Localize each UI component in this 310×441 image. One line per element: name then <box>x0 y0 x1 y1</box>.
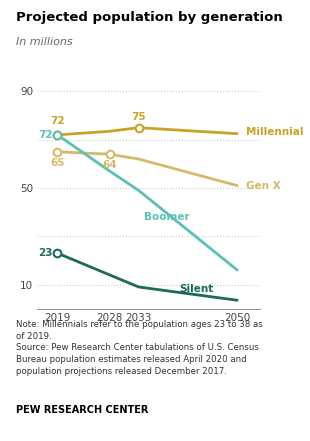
Text: Millennial: Millennial <box>246 127 303 138</box>
Text: 72: 72 <box>50 116 65 127</box>
Text: In millions: In millions <box>16 37 72 48</box>
Text: Gen X: Gen X <box>246 181 281 191</box>
Text: Note: Millennials refer to the population ages 23 to 38 as
of 2019.
Source: Pew : Note: Millennials refer to the populatio… <box>16 320 262 376</box>
Text: 65: 65 <box>50 158 65 168</box>
Text: Silent: Silent <box>179 284 214 295</box>
Text: 75: 75 <box>131 112 146 122</box>
Text: PEW RESEARCH CENTER: PEW RESEARCH CENTER <box>16 404 148 415</box>
Text: 23: 23 <box>38 248 53 258</box>
Text: 64: 64 <box>102 160 117 170</box>
Text: Boomer: Boomer <box>144 212 190 222</box>
Text: 72: 72 <box>38 130 53 140</box>
Text: Projected population by generation: Projected population by generation <box>16 11 282 24</box>
